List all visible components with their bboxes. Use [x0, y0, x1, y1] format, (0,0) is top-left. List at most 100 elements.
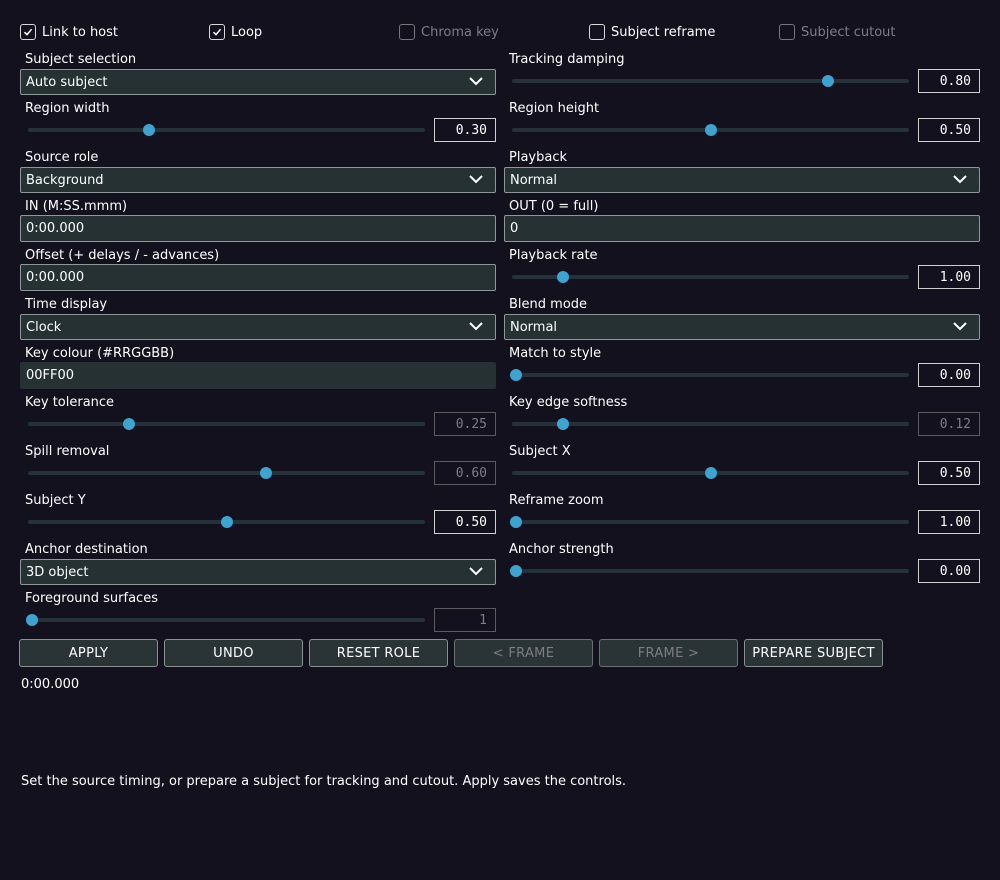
undo-button[interactable]: UNDO — [164, 639, 303, 667]
subject-cutout-label: Subject cutout — [801, 24, 896, 40]
blend-mode-dropdown[interactable]: Normal — [504, 314, 980, 340]
region-width-slider[interactable] — [28, 128, 425, 132]
foreground-surfaces-value[interactable]: 1 — [434, 608, 496, 632]
loop-checkbox[interactable]: Loop — [209, 23, 262, 41]
spill-removal-value[interactable]: 0.60 — [434, 461, 496, 485]
check-icon — [209, 24, 225, 40]
anchor-strength-value[interactable]: 0.00 — [918, 559, 980, 583]
checkbox-box — [399, 24, 415, 40]
subject-y-value[interactable]: 0.50 — [434, 510, 496, 534]
time-display-value: Clock — [26, 319, 62, 335]
source-role-value: Background — [26, 172, 104, 188]
reframe-zoom-slider[interactable] — [512, 520, 909, 524]
time-display-dropdown[interactable]: Clock — [20, 314, 496, 340]
subject-y-handle[interactable] — [221, 516, 233, 528]
key-colour-label: Key colour (#RRGGBB) — [25, 346, 175, 361]
spill-removal-label: Spill removal — [25, 444, 110, 459]
key-colour-value: 00FF00 — [26, 368, 75, 383]
next-frame-button[interactable]: FRAME > — [599, 639, 738, 667]
tracking-damping-value[interactable]: 0.80 — [918, 69, 980, 93]
subject-reframe-label: Subject reframe — [611, 24, 716, 40]
key-tolerance-handle[interactable] — [123, 418, 135, 430]
key-edge-softness-slider[interactable] — [512, 422, 909, 426]
key-tolerance-value[interactable]: 0.25 — [434, 412, 496, 436]
chevron-down-icon — [953, 175, 967, 184]
link-to-host-label: Link to host — [42, 24, 119, 40]
anchor-strength-handle[interactable] — [510, 565, 522, 577]
check-icon — [20, 24, 36, 40]
match-to-style-handle[interactable] — [510, 369, 522, 381]
match-to-style-label: Match to style — [509, 346, 602, 361]
chevron-down-icon — [469, 77, 483, 86]
apply-button[interactable]: APPLY — [19, 639, 158, 667]
time-display-label: Time display — [25, 297, 108, 312]
foreground-surfaces-slider[interactable] — [28, 618, 425, 622]
anchor-strength-label: Anchor strength — [509, 542, 614, 557]
tracking-damping-slider[interactable] — [512, 79, 909, 83]
checkbox-box — [779, 24, 795, 40]
chevron-down-icon — [953, 322, 967, 331]
reframe-zoom-value[interactable]: 1.00 — [918, 510, 980, 534]
key-tolerance-label: Key tolerance — [25, 395, 115, 410]
link-to-host-checkbox[interactable]: Link to host — [20, 23, 118, 41]
source-role-label: Source role — [25, 150, 99, 165]
playback-value: Normal — [510, 172, 558, 188]
playback-rate-label: Playback rate — [509, 248, 598, 263]
chevron-down-icon — [469, 175, 483, 184]
out-point-label: OUT (0 = full) — [509, 199, 599, 214]
anchor-destination-dropdown[interactable]: 3D object — [20, 559, 496, 585]
playback-rate-slider[interactable] — [512, 275, 909, 279]
chevron-down-icon — [469, 567, 483, 576]
in-point-label: IN (M:SS.mmm) — [25, 199, 128, 214]
region-width-label: Region width — [25, 101, 110, 116]
offset-input[interactable]: 0:00.000 — [20, 264, 496, 291]
time-readout: 0:00.000 — [21, 677, 80, 692]
foreground-surfaces-handle[interactable] — [26, 614, 38, 626]
region-width-value[interactable]: 0.30 — [434, 118, 496, 142]
subject-selection-value: Auto subject — [26, 74, 108, 90]
anchor-destination-label: Anchor destination — [25, 542, 148, 557]
subject-cutout-checkbox[interactable]: Subject cutout — [779, 23, 896, 41]
reset-role-button[interactable]: RESET ROLE — [309, 639, 448, 667]
region-width-handle[interactable] — [143, 124, 155, 136]
match-to-style-value[interactable]: 0.00 — [918, 363, 980, 387]
subject-x-handle[interactable] — [705, 467, 717, 479]
blend-mode-label: Blend mode — [509, 297, 588, 312]
playback-rate-handle[interactable] — [557, 271, 569, 283]
chroma-key-checkbox[interactable]: Chroma key — [399, 23, 499, 41]
key-edge-softness-handle[interactable] — [557, 418, 569, 430]
in-point-input[interactable]: 0:00.000 — [20, 215, 496, 242]
loop-label: Loop — [231, 24, 263, 40]
key-edge-softness-value[interactable]: 0.12 — [918, 412, 980, 436]
playback-dropdown[interactable]: Normal — [504, 167, 980, 193]
region-height-label: Region height — [509, 101, 600, 116]
anchor-strength-slider[interactable] — [512, 569, 909, 573]
spill-removal-handle[interactable] — [260, 467, 272, 479]
prev-frame-button[interactable]: < FRAME — [454, 639, 593, 667]
region-height-value[interactable]: 0.50 — [918, 118, 980, 142]
playback-label: Playback — [509, 150, 568, 165]
anchor-destination-value: 3D object — [26, 564, 89, 580]
out-point-value: 0 — [510, 221, 519, 236]
subject-reframe-checkbox[interactable]: Subject reframe — [589, 23, 715, 41]
playback-rate-value[interactable]: 1.00 — [918, 265, 980, 289]
key-tolerance-slider[interactable] — [28, 422, 425, 426]
prepare-subject-button[interactable]: PREPARE SUBJECT — [744, 639, 883, 667]
reframe-zoom-handle[interactable] — [510, 516, 522, 528]
offset-value: 0:00.000 — [26, 270, 85, 285]
key-edge-softness-label: Key edge softness — [509, 395, 628, 410]
spill-removal-slider[interactable] — [28, 471, 425, 475]
region-height-handle[interactable] — [705, 124, 717, 136]
reframe-zoom-label: Reframe zoom — [509, 493, 604, 508]
out-point-input[interactable]: 0 — [504, 215, 980, 242]
match-to-style-slider[interactable] — [512, 373, 909, 377]
source-role-dropdown[interactable]: Background — [20, 167, 496, 193]
chevron-down-icon — [469, 322, 483, 331]
subject-x-value[interactable]: 0.50 — [918, 461, 980, 485]
chroma-key-label: Chroma key — [421, 24, 499, 40]
subject-selection-dropdown[interactable]: Auto subject — [20, 69, 496, 95]
key-colour-input[interactable]: 00FF00 — [20, 362, 496, 389]
subject-y-label: Subject Y — [25, 493, 86, 508]
tracking-damping-handle[interactable] — [822, 75, 834, 87]
tracking-damping-label: Tracking damping — [509, 52, 625, 67]
